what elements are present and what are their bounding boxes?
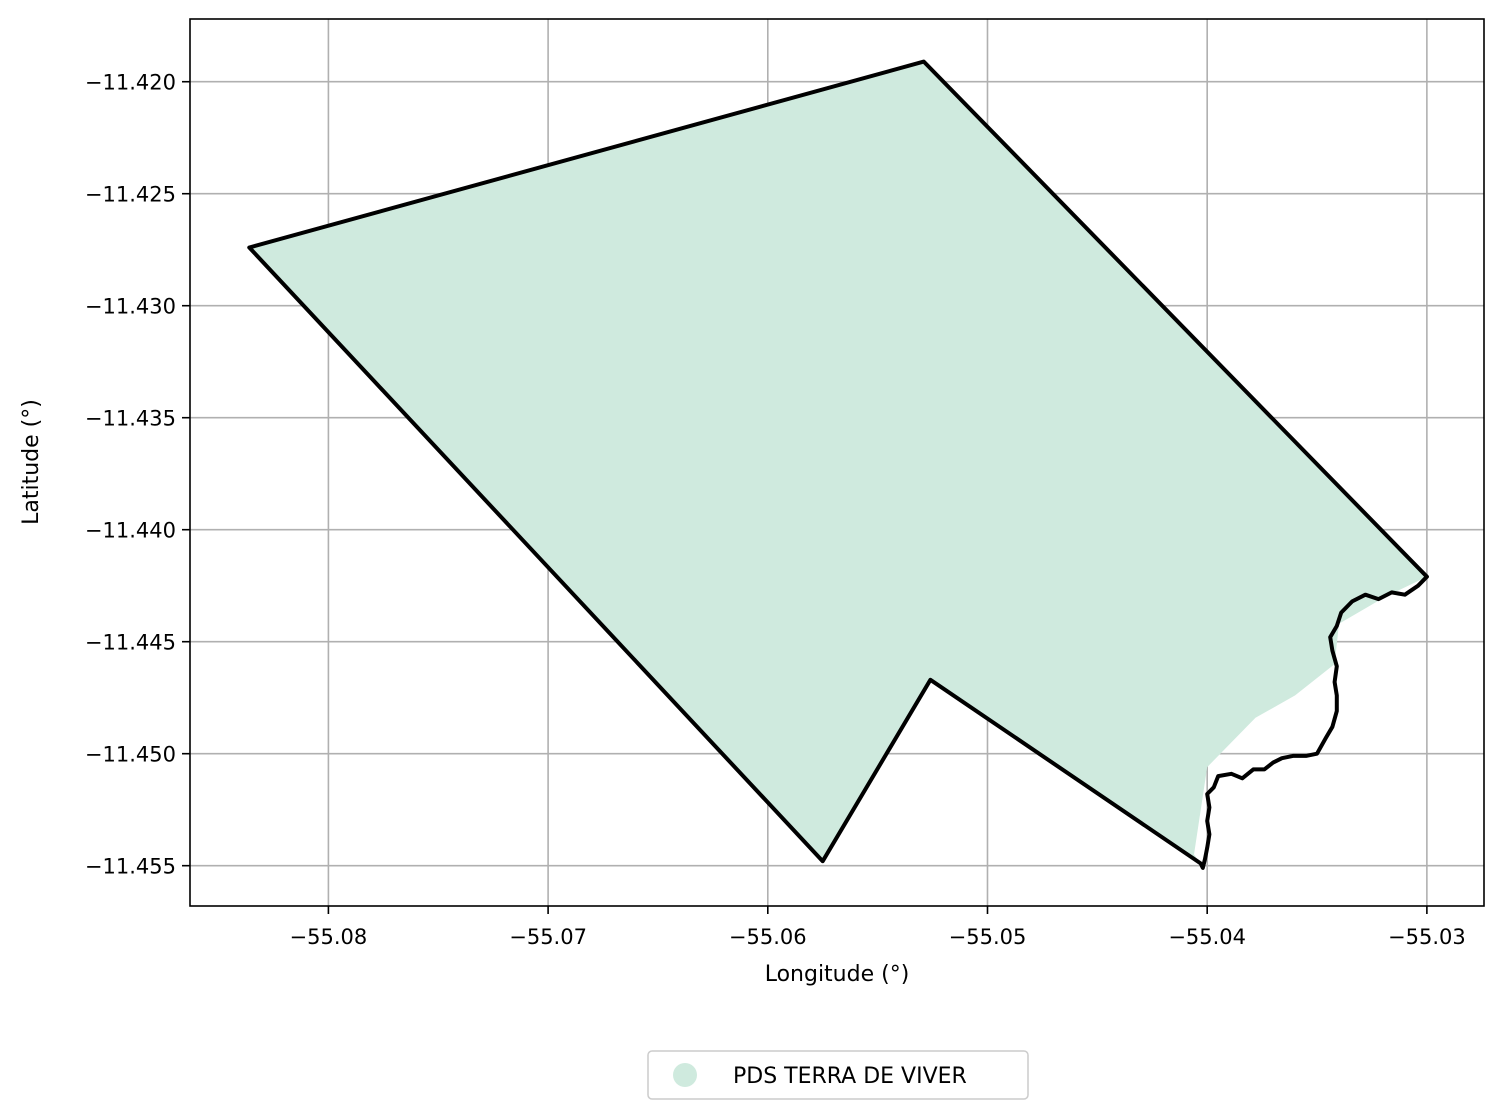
legend-entry-label: PDS TERRA DE VIVER (733, 1064, 967, 1089)
region-fill-polygon (249, 61, 1427, 864)
y-tick-label: −11.450 (85, 743, 176, 767)
legend-marker (673, 1063, 697, 1087)
legend: PDS TERRA DE VIVER (647, 1050, 1029, 1100)
x-tick-label: −55.06 (729, 925, 807, 949)
x-tick-label: −55.07 (509, 925, 587, 949)
legend-box (647, 1050, 1029, 1100)
y-tick-label: −11.445 (85, 631, 176, 655)
x-tick-label: −55.05 (949, 925, 1027, 949)
y-tick-label: −11.420 (85, 71, 176, 95)
y-tick-label: −11.440 (85, 519, 176, 543)
y-axis-ticks: −11.420 −11.425 −11.430 −11.435 −11.440 −11.4… (85, 71, 190, 879)
y-axis-label: Latitude (°) (19, 399, 44, 525)
plot-frame (189, 18, 1485, 907)
y-tick-label: −11.435 (85, 407, 176, 431)
x-axis-label: Longitude (°) (765, 962, 910, 987)
x-axis-ticks: −55.08 −55.07 −55.06 −55.05 −55.04 −55.03 (290, 906, 1466, 949)
region-boundary-outline (247, 59, 1429, 870)
x-tick-label: −55.08 (290, 925, 368, 949)
y-tick-label: −11.430 (85, 295, 176, 319)
y-tick-label: −11.425 (85, 183, 176, 207)
x-tick-label: −55.03 (1388, 925, 1466, 949)
x-tick-label: −55.04 (1168, 925, 1246, 949)
y-tick-label: −11.455 (85, 855, 176, 879)
